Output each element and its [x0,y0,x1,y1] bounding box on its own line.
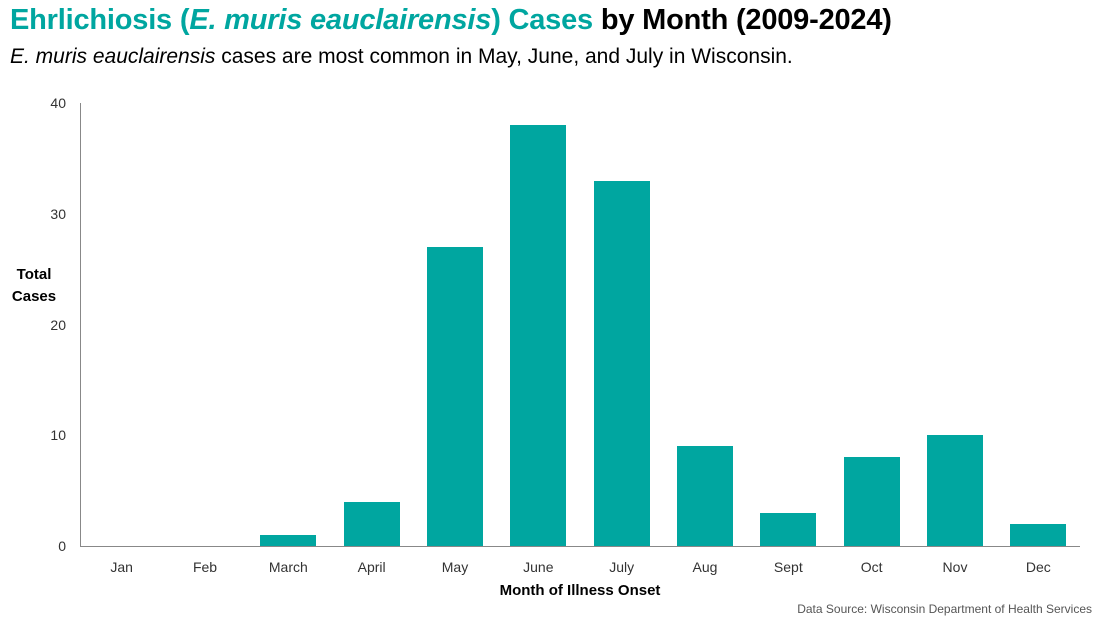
data-source-note: Data Source: Wisconsin Department of Hea… [797,602,1092,616]
x-tick-label: Feb [192,559,218,575]
y-tick-label: 20 [50,316,66,333]
x-tick-label: Dec [1025,559,1051,575]
x-tick-label: March [268,559,308,575]
y-tick-label: 0 [58,538,66,554]
title-part3: by Month (2009-2024) [592,4,892,36]
title-part2: ) Cases [491,4,593,36]
subtitle-text: cases are most common in May, June, and … [215,45,793,68]
bar-aug [677,446,733,546]
bar-june [510,125,567,546]
subtitle-species: E. muris eauclairensis [10,45,216,68]
bar-july [593,180,650,546]
x-tick-label: Jan [110,559,133,575]
x-axis-line [80,546,1080,547]
x-axis-label: Month of Illness Onset [499,582,661,599]
x-tick-label: May [441,559,469,575]
y-tick-label: 10 [50,427,66,444]
title-teal-part: Ehrlichiosis (E. muris eauclairensis) Ca… [10,4,593,36]
title-species: E. muris eauclairensis [189,4,492,36]
bar-sept [760,512,817,546]
y-tick-label: 30 [50,205,66,222]
y-axis-line [80,103,81,547]
chart-title: Ehrlichiosis (E. muris eauclairensis) Ca… [10,4,892,37]
bar-nov [927,435,983,546]
bar-dec [1010,523,1067,546]
y-tick-label: 40 [50,95,66,111]
x-tick-label: Sept [773,559,803,575]
y-axis-label: Total Cases [11,266,57,305]
chart-subtitle: E. muris eauclairensis cases are most co… [10,45,793,69]
title-part1: Ehrlichiosis ( [10,4,190,36]
bar-march [260,534,317,546]
x-tick-label: Nov [942,559,968,575]
bar-oct [843,457,900,546]
x-tick-label: July [609,559,635,575]
x-tick-label: Aug [692,559,718,575]
x-tick-label: June [523,559,554,575]
x-tick-label: April [357,559,386,575]
bar-may [427,246,483,546]
bar-april [343,501,400,546]
x-tick-label: Oct [860,559,883,575]
